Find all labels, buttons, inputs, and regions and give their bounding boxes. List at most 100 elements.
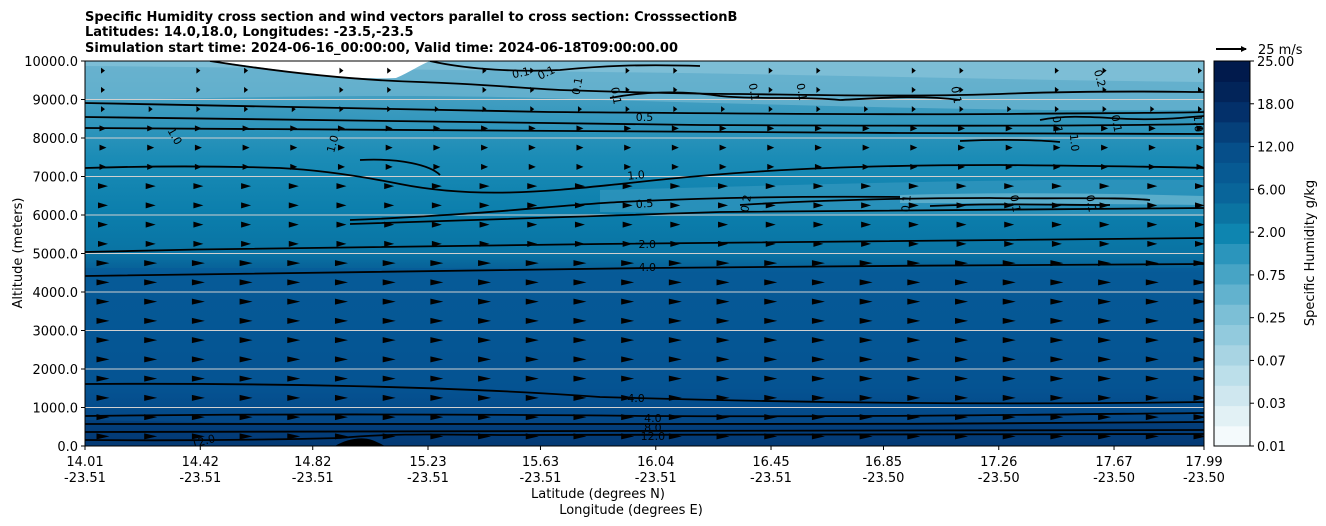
wind-vector <box>242 144 250 151</box>
x-tick-label-lat: 14.82 <box>294 455 331 470</box>
wind-vector <box>336 183 347 190</box>
wind-vector <box>242 125 250 132</box>
wind-vector <box>911 86 916 93</box>
wind-vector <box>239 356 253 363</box>
wind-vector <box>1054 67 1059 74</box>
wind-vector <box>673 86 678 93</box>
wind-vector <box>384 240 395 247</box>
contour-4-lower-line <box>85 421 1204 426</box>
wind-vector <box>1098 298 1112 305</box>
wind-vector <box>576 125 584 132</box>
wind-vector <box>908 240 919 247</box>
wind-vector <box>721 106 726 113</box>
wind-vector <box>573 279 587 286</box>
wind-vector <box>862 163 870 170</box>
wind-vector <box>907 260 921 267</box>
colorbar-swatch <box>1214 344 1250 366</box>
colorbar-swatch <box>1214 101 1250 123</box>
wind-vector <box>479 202 490 209</box>
wind-vector <box>98 202 108 209</box>
wind-vector <box>862 125 870 132</box>
wind-vector <box>98 183 108 190</box>
contour-label: 1.0 <box>1067 133 1081 152</box>
x-tick-label-lon: -23.51 <box>520 471 562 486</box>
wind-vector <box>716 394 730 401</box>
wind-vector <box>955 337 969 344</box>
wind-vector <box>573 375 587 382</box>
wind-vector <box>530 106 535 113</box>
contour-label: 4.0 <box>644 412 662 425</box>
colorbar-swatch <box>1214 304 1250 326</box>
wind-vector <box>1050 414 1064 421</box>
wind-vector <box>764 394 778 401</box>
wind-vector <box>241 202 252 209</box>
wind-vector <box>859 279 873 286</box>
wind-vector <box>382 317 396 324</box>
wind-vector <box>1050 394 1064 401</box>
wind-vector <box>525 260 539 267</box>
wind-vector <box>481 144 489 151</box>
wind-vector <box>859 260 873 267</box>
y-tick-label: 2000.0 <box>33 363 79 378</box>
wind-vector <box>577 106 582 113</box>
wind-vector <box>956 202 967 209</box>
wind-vector <box>668 375 682 382</box>
y-tick-label: 9000.0 <box>33 94 79 109</box>
wind-vector <box>959 86 964 93</box>
wind-vector <box>144 375 158 382</box>
wind-vector <box>1193 433 1204 440</box>
x-axis-ticks: 14.01-23.5114.42-23.5114.82-23.5115.23-2… <box>64 446 1225 486</box>
contour-label: 4.0 <box>627 392 645 405</box>
y-tick-label: 4000.0 <box>33 286 79 301</box>
wind-vector <box>574 202 585 209</box>
colorbar <box>1214 61 1250 447</box>
wind-vector <box>148 106 153 113</box>
wind-vector <box>334 298 348 305</box>
wind-vector <box>1145 375 1159 382</box>
colorbar-tick-label: 0.01 <box>1257 440 1286 455</box>
contour-label: 0.1 <box>1083 194 1099 213</box>
wind-vector <box>1193 317 1204 324</box>
wind-vector <box>764 260 778 267</box>
wind-vector <box>668 356 682 363</box>
wind-vector <box>287 356 301 363</box>
wind-vector <box>194 163 202 170</box>
wind-vector <box>811 279 825 286</box>
y-axis-ticks: 0.0 1000.0 2000.0 3000.0 4000.0 5000.0 6000.0 7… <box>24 55 85 455</box>
colorbar-tick-label: 2.00 <box>1257 226 1286 241</box>
wind-vector <box>525 394 539 401</box>
wind-vector <box>96 260 110 267</box>
wind-vector <box>765 221 776 228</box>
wind-vector <box>811 394 825 401</box>
contour-1-mid-line <box>85 164 1204 194</box>
wind-vector <box>430 394 444 401</box>
wind-vector <box>956 183 967 190</box>
contour-label: 1.0 <box>324 134 341 154</box>
wind-vector <box>527 183 538 190</box>
wind-vector <box>814 163 822 170</box>
wind-vector <box>1098 375 1112 382</box>
colorbar-swatch <box>1214 121 1250 143</box>
x-axis-label-latitude: Latitude (degrees N) <box>531 487 665 502</box>
contour-label: 2.0 <box>639 238 657 251</box>
wind-vector <box>718 183 729 190</box>
wind-vector <box>431 202 442 209</box>
wind-vector <box>387 67 392 74</box>
wind-vector <box>191 317 205 324</box>
wind-vector <box>241 240 252 247</box>
wind-vector <box>478 356 492 363</box>
wind-vector <box>478 394 492 401</box>
wind-vector <box>1098 279 1112 286</box>
wind-vector <box>239 317 253 324</box>
wind-vector <box>1102 86 1107 93</box>
wind-vector <box>910 144 918 151</box>
wind-vector <box>1002 279 1016 286</box>
x-tick-label-lat: 17.67 <box>1095 455 1132 470</box>
wind-vector <box>382 337 396 344</box>
wind-vector <box>764 414 778 421</box>
wind-vector <box>816 106 821 113</box>
contour-label: 0.5 <box>636 111 654 124</box>
wind-vector <box>478 260 492 267</box>
wind-vector <box>811 375 825 382</box>
wind-vector <box>907 337 921 344</box>
